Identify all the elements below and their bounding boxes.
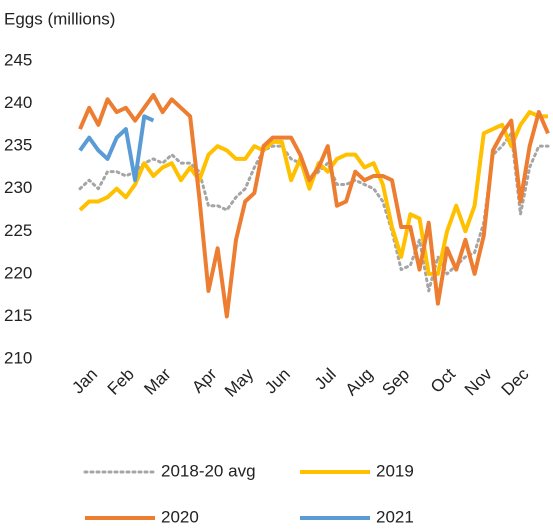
x-tick-label: May <box>221 364 257 400</box>
series-line <box>78 114 155 183</box>
x-tick-label: Feb <box>104 365 138 399</box>
x-tick-label: Sep <box>378 365 413 400</box>
y-tick-label: 225 <box>4 221 32 240</box>
x-tick-label: Aug <box>342 365 377 400</box>
x-tick-label: Jan <box>68 365 101 398</box>
series-line <box>78 93 550 319</box>
x-tick-label: Oct <box>427 364 459 396</box>
legend-label: 2021 <box>376 507 414 526</box>
legend-label: 2018-20 avg <box>161 461 256 480</box>
y-tick-label: 245 <box>4 50 32 69</box>
y-tick-label: 215 <box>4 306 32 325</box>
x-tick-label: Dec <box>498 364 533 399</box>
x-tick-label: Apr <box>188 364 220 396</box>
y-tick-label: 235 <box>4 136 32 155</box>
legend-label: 2019 <box>376 461 414 480</box>
x-tick-label: Nov <box>461 364 496 399</box>
y-tick-label: 210 <box>4 348 32 367</box>
chart-title: Eggs (millions) <box>4 9 115 28</box>
x-tick-label: Jul <box>311 365 340 394</box>
x-tick-label: Jun <box>261 365 294 398</box>
legend-label: 2020 <box>161 507 199 526</box>
x-tick-label: Mar <box>140 364 174 398</box>
series-line <box>78 110 548 276</box>
y-tick-label: 220 <box>4 263 32 282</box>
y-tick-label: 230 <box>4 178 32 197</box>
y-tick-label: 240 <box>4 93 32 112</box>
